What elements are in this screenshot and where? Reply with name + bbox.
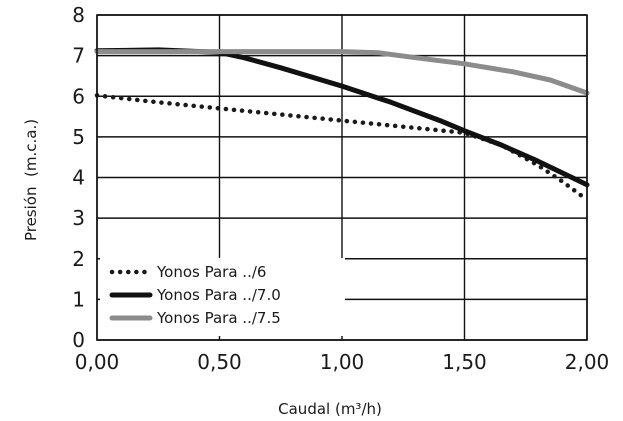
plot-frame [96, 14, 588, 341]
series-line-1 [94, 93, 590, 203]
y-tick-label: 2 [72, 247, 85, 271]
y-tick-label: 8 [72, 3, 85, 27]
y-tick-label: 5 [72, 125, 85, 149]
x-tick-label: 1,50 [442, 350, 487, 374]
legend-label-3: Yonos Para ../7.5 [156, 309, 281, 327]
x-axis-ticks: 0,00 0,50 1,00 1,50 2,00 [75, 350, 610, 374]
x-tick-label: 2,00 [565, 350, 610, 374]
legend-label-1: Yonos Para ../6 [156, 263, 266, 281]
y-tick-label: 3 [72, 206, 85, 230]
y-tick-label: 0 [72, 328, 85, 352]
x-tick-label: 1,00 [320, 350, 365, 374]
x-tick-label: 0,00 [75, 350, 120, 374]
x-axis-label: Caudal (m³/h) [278, 400, 382, 418]
series-lines [94, 47, 590, 203]
y-axis-label: Presión (m.c.a.) [22, 119, 40, 241]
legend-label-2: Yonos Para ../7.0 [156, 286, 281, 304]
series-line-3 [94, 49, 590, 96]
plot-border [96, 14, 588, 341]
y-tick-label: 4 [72, 166, 85, 190]
y-tick-label: 7 [72, 44, 85, 68]
y-tick-label: 6 [72, 84, 85, 108]
y-tick-label: 1 [72, 287, 85, 311]
y-axis-ticks: 0 1 2 3 4 5 6 7 8 [72, 3, 85, 352]
legend: Yonos Para ../6 Yonos Para ../7.0 Yonos Pa… [100, 258, 345, 336]
x-tick-label: 0,50 [197, 350, 242, 374]
